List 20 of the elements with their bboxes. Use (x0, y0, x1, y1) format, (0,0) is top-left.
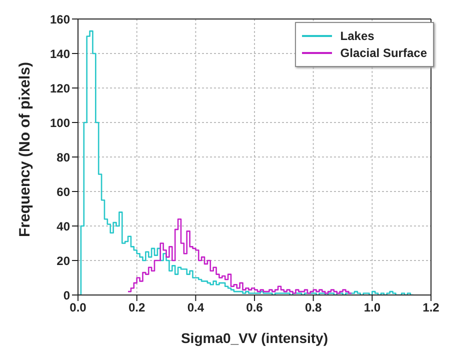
y-tick-label: 100 (50, 116, 70, 130)
x-tick-label: 0.6 (246, 300, 264, 315)
y-axis-title: Frequency (No of pixels) (16, 62, 34, 237)
y-tick-label: 120 (50, 81, 70, 96)
x-tick-label: 0.4 (187, 300, 204, 315)
x-tick-label: 0.0 (70, 300, 87, 315)
x-tick-label: 0.2 (128, 300, 146, 315)
legend-label: Glacial Surface (340, 46, 427, 60)
y-tick-label: 20 (56, 254, 70, 268)
x-tick-label: 1.0 (364, 300, 381, 315)
x-tick-label: 0.8 (304, 300, 322, 315)
y-tick-label: 0 (63, 288, 70, 302)
y-tick-label: 40 (56, 219, 70, 234)
y-tick-label: 60 (56, 184, 70, 199)
x-axis-title: Sigma0_VV (intensity) (180, 330, 328, 346)
y-tick-label: 160 (50, 12, 70, 26)
y-tick-label: 140 (50, 46, 70, 61)
y-tick-label: 80 (56, 150, 70, 164)
legend-label: Lakes (340, 29, 374, 43)
x-tick-label: 1.2 (422, 300, 440, 315)
